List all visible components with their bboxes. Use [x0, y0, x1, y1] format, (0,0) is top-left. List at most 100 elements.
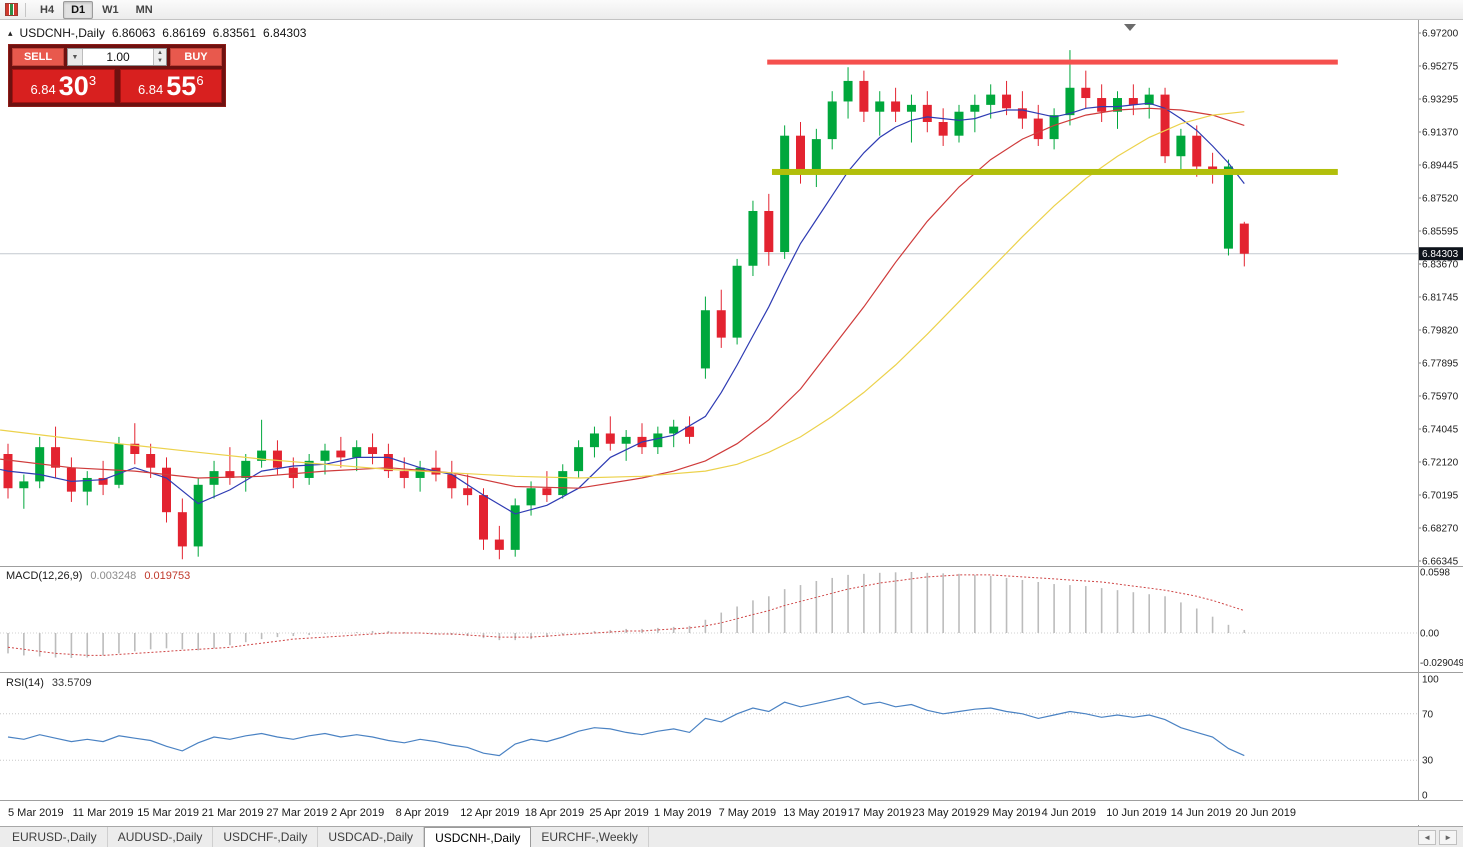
ohlc-high: 6.86169: [162, 26, 206, 40]
time-axis-label: 14 Jun 2019: [1170, 807, 1232, 819]
timeframe-button-w1[interactable]: W1: [102, 3, 119, 16]
chart-tab-eurchf-weekly[interactable]: EURCHF-,Weekly: [531, 827, 649, 847]
timeframe-button-h4[interactable]: H4: [40, 3, 55, 16]
support-line[interactable]: [771, 168, 1338, 175]
resistance-line[interactable]: [767, 59, 1338, 65]
spinner-down-icon[interactable]: ▼: [154, 57, 166, 65]
time-axis-label: 13 May 2019: [783, 807, 847, 819]
chart-title: ▴ USDCNH-,Daily 6.86063 6.86169 6.83561 …: [8, 26, 306, 40]
tab-scroll-left-icon[interactable]: ◄: [1418, 829, 1437, 845]
sell-price-sup: 3: [88, 73, 97, 88]
app-icon: [5, 3, 18, 16]
sell-button[interactable]: SELL: [12, 48, 64, 66]
macd-histogram: [7, 572, 1246, 658]
volume-spinner[interactable]: ▲ ▼: [153, 49, 166, 65]
time-axis-label: 10 Jun 2019: [1106, 807, 1167, 819]
ma-fast-blue: [0, 102, 1245, 515]
ma-slow-yellow: [0, 111, 1245, 479]
sell-price-small: 6.84: [30, 82, 56, 97]
toolbar: H4 D1 W1 MN: [0, 0, 1463, 20]
time-axis[interactable]: 5 Mar 2019 11 Mar 2019 15 Mar 2019 21 Mar 2…: [0, 801, 1463, 825]
buy-price-small: 6.84: [137, 82, 164, 97]
price-axis-label: 6.70195: [1422, 491, 1459, 502]
time-axis-label: 11 Mar 2019: [72, 807, 134, 819]
main-chart-canvas[interactable]: 6.97200 6.95275 6.93295 6.91370 6.89445 6.875…: [0, 20, 1463, 566]
rsi-line: [7, 695, 1245, 757]
chart-tabs: EURUSD-,Daily AUDUSD-,Daily USDCHF-,Daily U…: [0, 827, 649, 847]
time-axis-label: 1 May 2019: [654, 807, 712, 819]
buy-price-big: 55: [166, 71, 197, 101]
panel-divider: [0, 800, 1463, 801]
timeframe-button-d1[interactable]: D1: [63, 0, 94, 19]
timeframe-button-mn[interactable]: MN: [135, 3, 153, 16]
price-axis-label: 6.83670: [1422, 260, 1459, 271]
time-axis-label: 4 Jun 2019: [1041, 807, 1097, 819]
price-axis-label: 6.97200: [1422, 29, 1459, 40]
time-axis-label: 21 Mar 2019: [201, 807, 264, 819]
chart-tab-usdcnh-daily[interactable]: USDCNH-,Daily: [424, 827, 532, 847]
time-axis-label: 20 Jun 2019: [1235, 807, 1296, 819]
one-click-trading-widget: SELL ▼ 1.00 ▲ ▼ BUY 6.84 30 3 6.84 55 6: [8, 44, 226, 107]
chart-type-icon: ▴: [8, 27, 13, 38]
time-axis-label: 12 Apr 2019: [460, 807, 520, 819]
price-axis-divider: [1418, 20, 1419, 826]
time-axis-label: 2 Apr 2019: [331, 807, 385, 819]
spinner-up-icon[interactable]: ▲: [154, 49, 166, 57]
time-axis-label: 8 Apr 2019: [395, 807, 449, 819]
macd-axis-label: 0.0598: [1420, 568, 1451, 579]
volume-dropdown-icon[interactable]: ▼: [68, 49, 83, 65]
ma-mid-red: [0, 107, 1245, 489]
time-axis-label: 17 May 2019: [847, 807, 912, 819]
chart-tab-usdcad-daily[interactable]: USDCAD-,Daily: [318, 827, 425, 847]
buy-price-box[interactable]: 6.84 55 6: [119, 69, 222, 103]
price-axis-label: 6.85595: [1422, 227, 1459, 238]
buy-price-sup: 6: [196, 73, 204, 88]
time-axis-label: 7 May 2019: [718, 807, 777, 819]
price-axis-label: 6.74045: [1422, 425, 1459, 436]
price-axis-label: 6.91370: [1422, 128, 1459, 139]
ohlc-low: 6.83561: [212, 26, 257, 40]
price-axis-label: 6.66345: [1422, 557, 1459, 567]
ohlc-open: 6.86063: [111, 26, 156, 40]
macd-panel-canvas[interactable]: 0.0598 0.00 -0.029049: [0, 567, 1463, 672]
price-axis-label: 6.75970: [1422, 392, 1459, 403]
rsi-label: RSI(14): [6, 677, 44, 689]
price-axis-label: 6.89445: [1422, 161, 1459, 172]
chart-shift-marker-icon[interactable]: [1124, 24, 1136, 31]
volume-field[interactable]: ▼ 1.00 ▲ ▼: [67, 48, 167, 66]
rsi-axis-label: 70: [1422, 709, 1434, 720]
buy-button[interactable]: BUY: [170, 48, 222, 66]
price-axis-label: 6.77895: [1422, 359, 1459, 370]
panel-divider[interactable]: [0, 566, 1463, 567]
time-axis-label: 18 Apr 2019: [524, 807, 585, 819]
toolbar-separator: [25, 2, 26, 17]
price-axis-label: 6.79820: [1422, 326, 1459, 337]
rsi-axis-label: 0: [1422, 791, 1428, 801]
time-axis-label: 5 Mar 2019: [8, 807, 64, 819]
timeframe-buttons: H4 D1 W1 MN: [32, 0, 162, 19]
candles: [3, 50, 1249, 560]
panel-divider[interactable]: [0, 672, 1463, 673]
time-axis-label: 25 Apr 2019: [589, 807, 649, 819]
macd-main-value: 0.003248: [90, 570, 137, 582]
macd-label: MACD(12,26,9): [6, 570, 83, 582]
tab-scroll-right-icon[interactable]: ►: [1439, 829, 1457, 845]
symbol-period-label: USDCNH-,Daily: [19, 26, 105, 40]
time-axis-label: 29 May 2019: [977, 807, 1041, 819]
chart-tab-audusd-daily[interactable]: AUDUSD-,Daily: [108, 827, 214, 847]
chart-tab-usdchf-daily[interactable]: USDCHF-,Daily: [213, 827, 319, 847]
tab-scroll-buttons: ◄ ►: [1412, 827, 1463, 847]
macd-signal-line: [7, 574, 1245, 656]
volume-value: 1.00: [106, 50, 130, 64]
chart-tab-eurusd-daily[interactable]: EURUSD-,Daily: [2, 827, 108, 847]
price-axis-label: 6.68270: [1422, 524, 1459, 535]
macd-header: MACD(12,26,9) 0.003248 0.019753: [6, 570, 190, 582]
rsi-header: RSI(14) 33.5709: [6, 677, 92, 689]
price-axis-label: 6.93295: [1422, 95, 1459, 106]
chart-tab-bar: EURUSD-,Daily AUDUSD-,Daily USDCHF-,Daily U…: [0, 826, 1463, 847]
price-axis-label: 6.87520: [1422, 194, 1459, 205]
price-axis-label: 6.72120: [1422, 458, 1459, 469]
rsi-panel-canvas[interactable]: 100 70 30 0: [0, 673, 1463, 800]
sell-price-box[interactable]: 6.84 30 3: [12, 69, 115, 103]
